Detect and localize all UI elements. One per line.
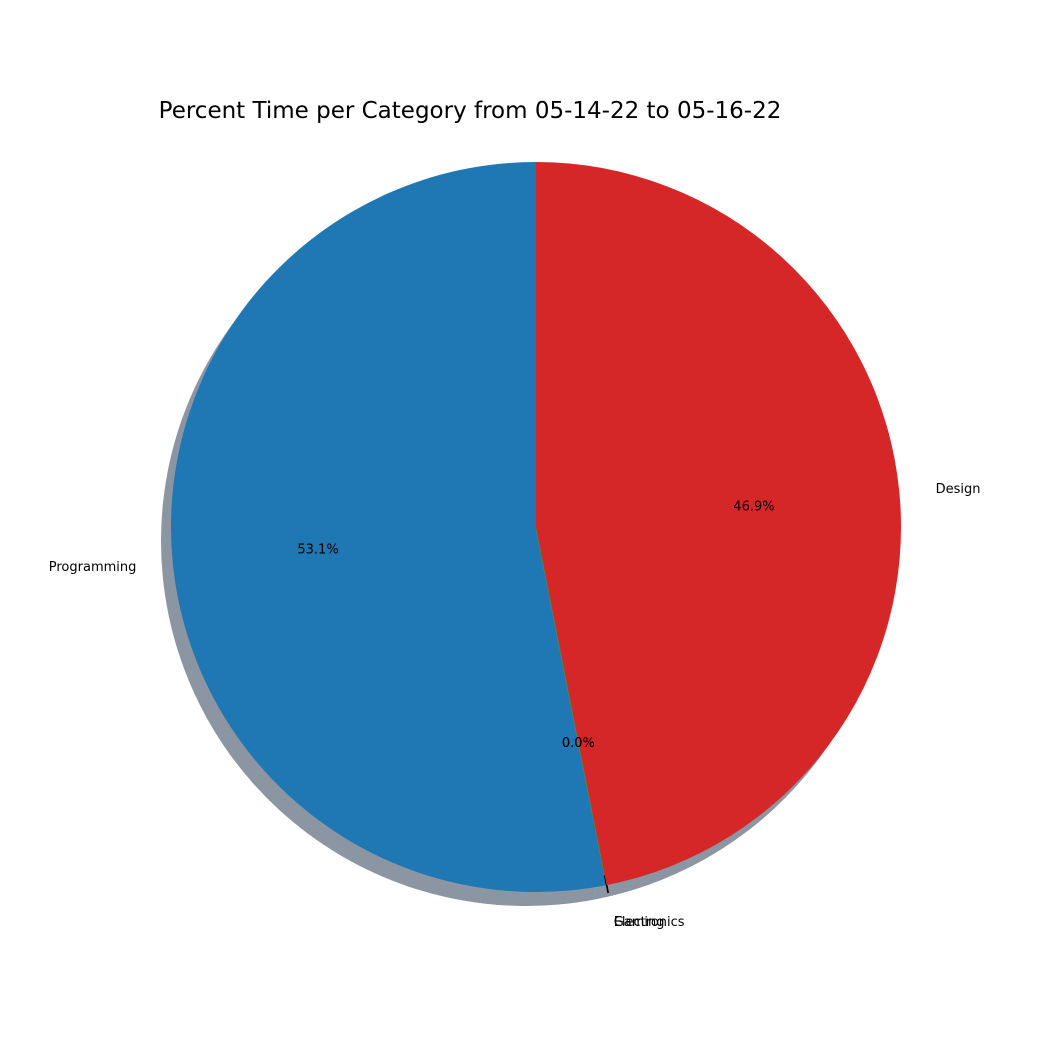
pct-label-design: 46.9% bbox=[733, 500, 774, 515]
pie-labels: Programming53.1%Electronics0.0%Gaming0.0… bbox=[49, 482, 981, 930]
pct-label-electronics: 0.0% bbox=[562, 736, 595, 751]
chart-title: Percent Time per Category from 05-14-22 … bbox=[159, 98, 782, 124]
pct-label-programming: 53.1% bbox=[297, 542, 338, 557]
pie-slice-programming bbox=[170, 162, 607, 892]
slice-label-electronics: Electronics bbox=[614, 915, 685, 930]
slice-label-programming: Programming bbox=[49, 560, 137, 575]
slice-label-design: Design bbox=[936, 482, 981, 497]
slice-label-gaming: Gaming bbox=[614, 915, 665, 930]
pie-slices bbox=[170, 162, 901, 894]
pie-slice-design bbox=[536, 162, 901, 886]
pct-label-gaming: 0.0% bbox=[562, 736, 595, 751]
